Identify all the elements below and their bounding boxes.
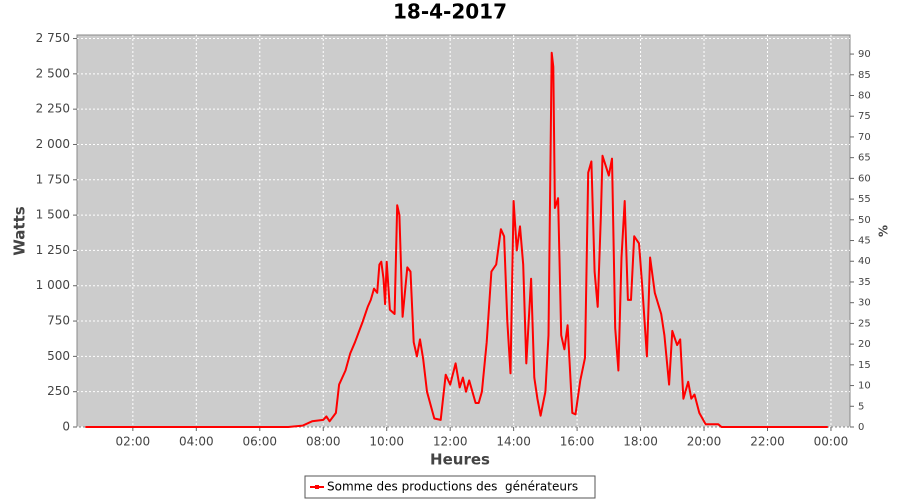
y2-axis-title: %: [877, 225, 891, 237]
y2-tick-label: 65: [858, 153, 871, 164]
x-tick-label: 20:00: [687, 435, 722, 449]
y-tick-label: 750: [47, 314, 70, 328]
x-axis-title: Heures: [430, 451, 490, 469]
plot-area: [76, 34, 851, 428]
x-tick-label: 16:00: [560, 435, 595, 449]
data-line: [85, 51, 828, 428]
y2-tick-label: 25: [858, 318, 871, 329]
y-tick-label: 1 000: [36, 278, 70, 292]
y-tick-label: 250: [47, 384, 70, 398]
y-tick-label: 500: [47, 349, 70, 363]
x-tick-label: 00:00: [814, 435, 849, 449]
legend-swatch-dot: [315, 485, 319, 489]
y2-tick-label: 45: [858, 236, 871, 247]
x-tick-label: 02:00: [116, 435, 151, 449]
y2-tick-label: 85: [858, 70, 871, 81]
x-tick-label: 12:00: [433, 435, 468, 449]
y2-tick-label: 90: [858, 49, 871, 60]
x-tick-label: 06:00: [242, 435, 277, 449]
y2-tick-label: 20: [858, 339, 871, 350]
y-tick-label: 1 750: [36, 172, 70, 186]
y2-tick-label: 40: [858, 256, 871, 267]
y2-tick-label: 0: [858, 422, 864, 433]
y-tick-label: 1 250: [36, 243, 70, 257]
x-tick-label: 18:00: [623, 435, 658, 449]
chart-title: 18-4-2017: [393, 0, 507, 24]
x-tick-label: 04:00: [179, 435, 214, 449]
y2-tick-label: 5: [858, 401, 864, 412]
y2-tick-label: 35: [858, 277, 871, 288]
y2-tick-label: 55: [858, 194, 871, 205]
x-tick-label: 22:00: [750, 435, 785, 449]
y2-tick-label: 30: [858, 298, 871, 309]
y-tick-label: 2 750: [36, 31, 70, 45]
x-tick-label: 10:00: [369, 435, 404, 449]
y2-tick-label: 60: [858, 173, 871, 184]
y2-tick-label: 15: [858, 360, 871, 371]
legend-label: Somme des productions des générateurs: [327, 480, 578, 494]
legend-box: [304, 475, 596, 499]
y2-tick-label: 80: [858, 90, 871, 101]
x-tick-label: 08:00: [306, 435, 341, 449]
y2-tick-label: 75: [858, 111, 871, 122]
y-tick-label: 2 500: [36, 66, 70, 80]
x-tick-label: 14:00: [496, 435, 531, 449]
y-tick-label: 2 250: [36, 102, 70, 116]
y-axis-title: Watts: [11, 206, 29, 255]
y-tick-label: 0: [62, 420, 70, 434]
y2-tick-label: 50: [858, 215, 871, 226]
y2-tick-label: 70: [858, 132, 871, 143]
y-tick-label: 1 500: [36, 208, 70, 222]
y2-tick-label: 10: [858, 381, 871, 392]
y-tick-label: 2 000: [36, 137, 70, 151]
